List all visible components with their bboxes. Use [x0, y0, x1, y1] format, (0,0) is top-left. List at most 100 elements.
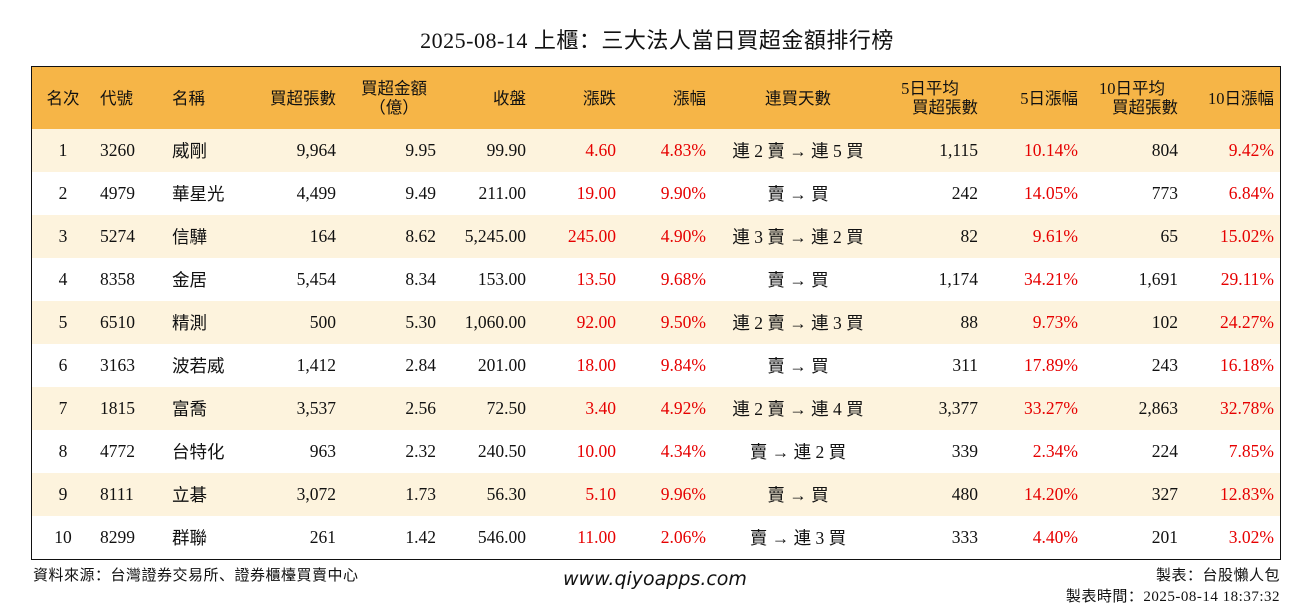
- table-row: 2 4979 華星光 4,499 9.49 211.00 19.00 9.90% 賣 → 買 24…: [32, 172, 1280, 215]
- table-maker: 製表：台股懶人包: [1155, 568, 1280, 584]
- cell-net-buy-lots: 1,412: [296, 355, 336, 375]
- cell-avg5: 1,115: [939, 140, 978, 160]
- header-consecutive-days: 連買天數: [765, 88, 831, 108]
- header-avg5-line2: 買超張數: [912, 98, 978, 117]
- cell-net-buy-amount: 1.73: [405, 484, 436, 504]
- cell-pct10: 16.18%: [1220, 355, 1274, 375]
- cell-name: 精測: [172, 313, 207, 333]
- cell-net-buy-lots: 963: [309, 441, 336, 461]
- cell-change-pct: 9.84%: [660, 355, 706, 375]
- cell-net-buy-amount: 2.56: [405, 398, 436, 418]
- cell-consecutive-days: 賣 → 買: [767, 356, 829, 376]
- cell-change: 10.00: [576, 441, 616, 461]
- cell-avg5: 480: [951, 484, 978, 504]
- cell-pct5: 34.21%: [1024, 269, 1078, 289]
- cell-change-pct: 9.68%: [660, 269, 706, 289]
- cell-name: 群聯: [172, 528, 207, 548]
- header-net-buy-amount-line1: 買超金額: [361, 79, 427, 98]
- cell-pct10: 12.83%: [1220, 484, 1274, 504]
- cell-net-buy-lots: 3,537: [296, 398, 336, 418]
- cell-avg5: 339: [951, 441, 978, 461]
- cell-change: 18.00: [576, 355, 616, 375]
- table-row: 9 8111 立碁 3,072 1.73 56.30 5.10 9.96% 賣 → 買 480 14…: [32, 473, 1280, 516]
- header-net-buy-amount: 買超金額 （億）: [344, 67, 444, 129]
- cell-net-buy-amount: 8.62: [405, 226, 436, 246]
- cell-pct10: 32.78%: [1220, 398, 1274, 418]
- cell-close: 201.00: [477, 355, 526, 375]
- table-made-time: 製表時間：2025-08-14 18:37:32: [1065, 589, 1280, 605]
- cell-name: 台特化: [172, 442, 225, 462]
- cell-rank: 10: [54, 527, 72, 547]
- cell-avg5: 1,174: [938, 269, 978, 289]
- table-row: 7 1815 富喬 3,537 2.56 72.50 3.40 4.92% 連 2 賣 → 連 …: [32, 387, 1280, 430]
- cell-pct10: 29.11%: [1220, 269, 1274, 289]
- cell-code: 8358: [100, 269, 135, 289]
- table-body: 1 3260 威剛 9,964 9.95 99.90 4.60 4.83% 連 2 賣 → 連 …: [32, 129, 1280, 559]
- header-pct5: 5日漲幅: [1020, 88, 1078, 108]
- table-row: 4 8358 金居 5,454 8.34 153.00 13.50 9.68% 賣 → 買 1,1…: [32, 258, 1280, 301]
- cell-code: 4979: [100, 183, 135, 203]
- cell-pct5: 14.05%: [1024, 183, 1078, 203]
- cell-close: 546.00: [477, 527, 526, 547]
- cell-net-buy-lots: 9,964: [296, 140, 336, 160]
- header-net-buy-lots: 買超張數: [270, 88, 336, 108]
- cell-net-buy-lots: 261: [309, 527, 336, 547]
- cell-rank: 6: [58, 355, 68, 375]
- cell-change-pct: 4.34%: [660, 441, 706, 461]
- cell-code: 3260: [100, 140, 135, 160]
- website-link[interactable]: www.qiyoapps.com: [563, 568, 747, 590]
- cell-avg10: 224: [1151, 441, 1178, 461]
- cell-close: 56.30: [486, 484, 526, 504]
- cell-pct5: 9.61%: [1032, 226, 1078, 246]
- header-avg10: 10日平均 買超張數: [1086, 67, 1186, 129]
- table-row: 1 3260 威剛 9,964 9.95 99.90 4.60 4.83% 連 2 賣 → 連 …: [32, 129, 1280, 172]
- cell-avg10: 1,691: [1138, 269, 1178, 289]
- cell-pct5: 10.14%: [1024, 140, 1078, 160]
- cell-name: 立碁: [172, 485, 207, 505]
- cell-pct10: 7.85%: [1228, 441, 1274, 461]
- cell-net-buy-amount: 1.42: [405, 527, 436, 547]
- cell-rank: 3: [58, 226, 68, 246]
- cell-close: 153.00: [477, 269, 526, 289]
- cell-consecutive-days: 連 2 賣 → 連 5 買: [732, 141, 864, 161]
- cell-close: 240.50: [477, 441, 526, 461]
- cell-name: 波若威: [172, 356, 225, 376]
- cell-pct5: 9.73%: [1032, 312, 1078, 332]
- header-name: 名稱: [172, 88, 205, 108]
- cell-consecutive-days: 賣 → 買: [767, 184, 829, 204]
- cell-rank: 1: [58, 140, 68, 160]
- header-row: 名次 代號 名稱 買超張數 買超金額 （億） 收盤 漲跌 漲幅 連買天數 5日平…: [32, 67, 1280, 129]
- cell-change: 3.40: [585, 398, 616, 418]
- cell-consecutive-days: 連 2 賣 → 連 3 買: [732, 313, 864, 333]
- header-change: 漲跌: [583, 88, 616, 108]
- cell-net-buy-amount: 5.30: [405, 312, 436, 332]
- cell-net-buy-lots: 3,072: [296, 484, 336, 504]
- cell-change: 13.50: [576, 269, 616, 289]
- cell-change-pct: 4.92%: [660, 398, 706, 418]
- cell-avg5: 82: [960, 226, 979, 246]
- cell-consecutive-days: 賣 → 買: [767, 485, 829, 505]
- cell-rank: 7: [58, 398, 68, 418]
- cell-net-buy-lots: 164: [309, 226, 336, 246]
- table-row: 8 4772 台特化 963 2.32 240.50 10.00 4.34% 賣 → 連 2 買…: [32, 430, 1280, 473]
- cell-close: 72.50: [486, 398, 526, 418]
- cell-code: 5274: [100, 226, 135, 246]
- table-row: 6 3163 波若威 1,412 2.84 201.00 18.00 9.84% 賣 → 買 31…: [32, 344, 1280, 387]
- cell-pct5: 2.34%: [1032, 441, 1078, 461]
- cell-consecutive-days: 賣 → 連 3 買: [749, 528, 847, 548]
- cell-code: 3163: [100, 355, 135, 375]
- cell-change: 92.00: [576, 312, 616, 332]
- cell-rank: 2: [58, 183, 68, 203]
- cell-avg10: 65: [1160, 226, 1179, 246]
- cell-pct5: 14.20%: [1024, 484, 1078, 504]
- cell-consecutive-days: 連 2 賣 → 連 4 買: [732, 399, 864, 419]
- cell-pct5: 17.89%: [1024, 355, 1078, 375]
- cell-rank: 5: [58, 312, 68, 332]
- header-avg5-line1: 5日平均: [901, 79, 959, 98]
- cell-pct10: 15.02%: [1220, 226, 1274, 246]
- cell-avg10: 804: [1151, 140, 1178, 160]
- cell-net-buy-amount: 9.49: [405, 183, 436, 203]
- table-row: 5 6510 精測 500 5.30 1,060.00 92.00 9.50% 連 2 賣 → …: [32, 301, 1280, 344]
- header-close: 收盤: [493, 88, 526, 108]
- cell-close: 211.00: [478, 183, 526, 203]
